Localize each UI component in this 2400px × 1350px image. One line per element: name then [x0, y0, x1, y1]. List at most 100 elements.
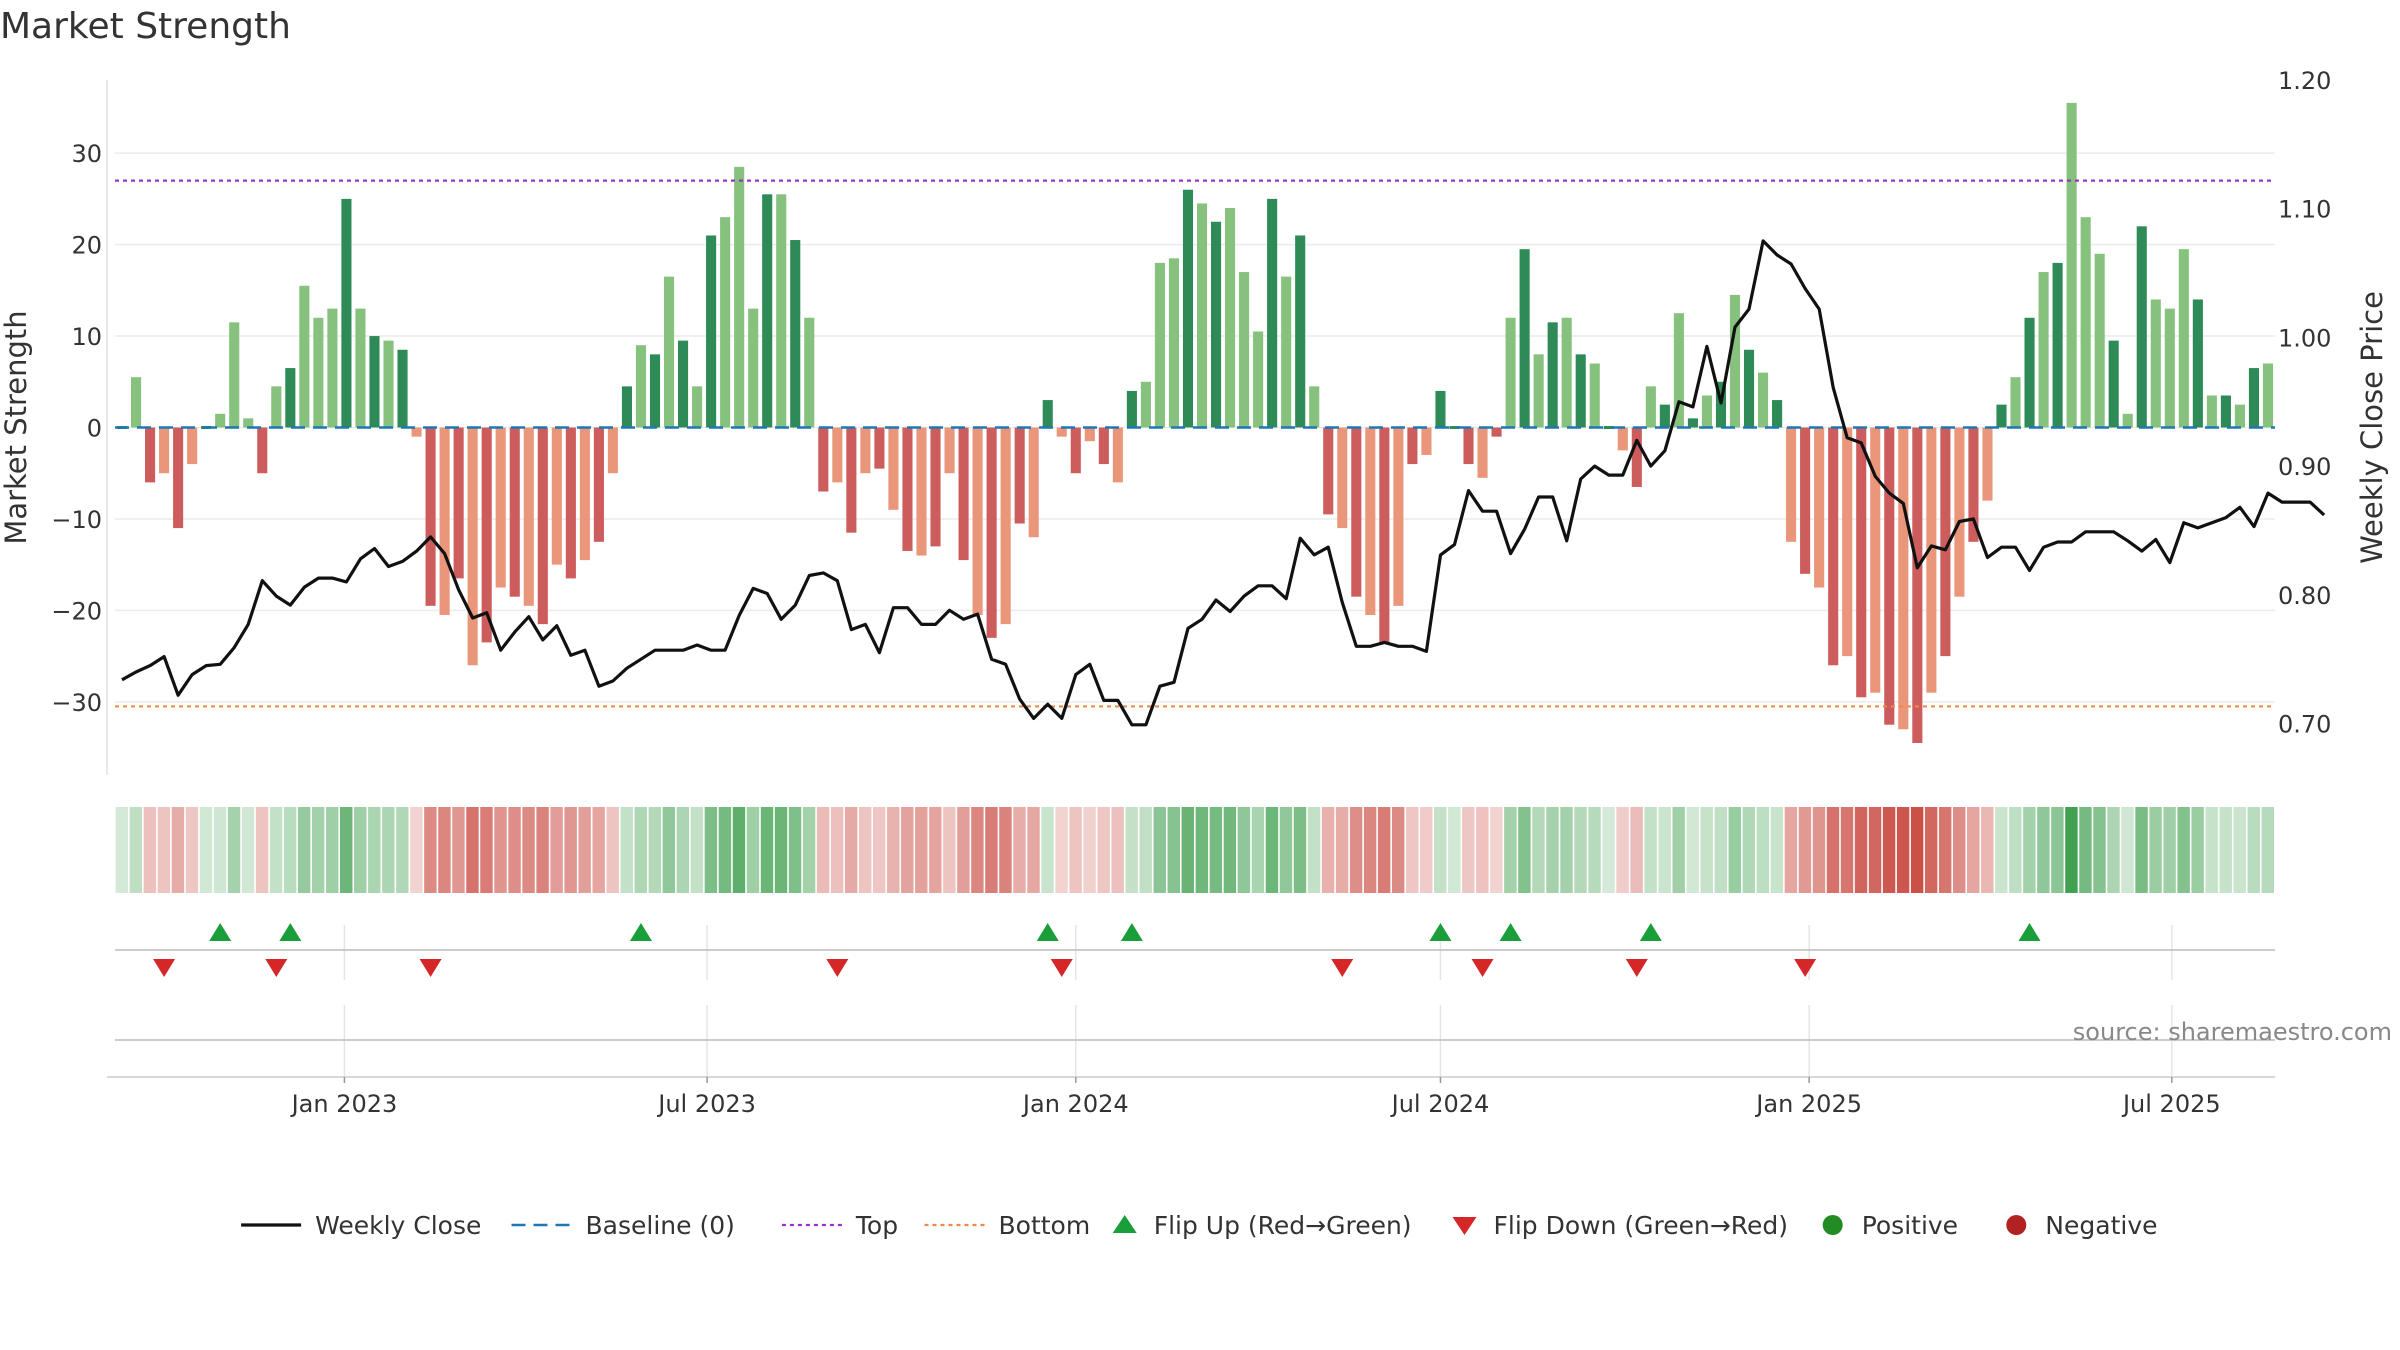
strength-bar — [2122, 413, 2133, 428]
strength-bar — [1603, 426, 1614, 429]
heat-cell — [915, 807, 928, 893]
heat-cell — [1195, 807, 1209, 893]
strength-bar — [1954, 427, 1965, 597]
strength-bar — [1140, 381, 1151, 428]
strength-bar — [1225, 208, 1236, 428]
flip-up-marker — [2018, 923, 2041, 941]
strength-bar — [593, 427, 604, 542]
strength-bar — [1098, 427, 1109, 465]
heat-cell — [1686, 807, 1699, 893]
heat-cell — [1321, 807, 1335, 893]
flip-down-marker — [265, 959, 288, 977]
strength-bar — [1814, 427, 1825, 588]
strength-bar — [734, 166, 745, 428]
strength-bar — [1309, 386, 1320, 428]
heat-cell — [283, 807, 297, 893]
strength-bar — [1463, 427, 1474, 465]
legend-item-weekly-close: Weekly Close — [241, 1211, 481, 1240]
heat-cell — [1069, 807, 1082, 893]
heat-cell — [241, 807, 255, 893]
heat-cell — [536, 807, 549, 893]
strength-bar — [397, 349, 408, 428]
strength-bar — [1253, 331, 1264, 428]
heat-cell — [1363, 807, 1377, 893]
strength-bar — [818, 427, 829, 492]
heat-cell — [943, 807, 956, 893]
heat-cell — [1756, 807, 1770, 893]
strength-bar — [215, 413, 226, 428]
strength-bar — [1870, 427, 1881, 693]
strength-bar — [1491, 427, 1502, 437]
strength-bar — [327, 308, 338, 428]
strength-bar — [1182, 189, 1194, 428]
strength-bar — [2262, 363, 2274, 428]
heat-cell — [1349, 807, 1363, 893]
heat-cell — [1448, 807, 1461, 893]
heat-cell — [1139, 807, 1152, 893]
heat-cell — [858, 807, 872, 893]
flip-up-marker — [1429, 923, 1452, 941]
y-tick-left-label: 10 — [71, 323, 102, 351]
strength-bars — [116, 102, 2274, 743]
heat-cell — [2233, 807, 2246, 893]
strength-bar — [383, 340, 394, 428]
heat-cell — [578, 807, 591, 893]
strength-bar — [495, 427, 506, 588]
heat-cell — [1630, 807, 1643, 893]
y-axis-left-ticks: 30 20 10 0 −10 −20 −30 — [51, 140, 102, 717]
heat-cell — [971, 807, 984, 893]
heat-cell — [1153, 807, 1166, 893]
legend-label: Bottom — [999, 1211, 1091, 1240]
strength-bar — [1758, 372, 1769, 428]
x-axis-ticks: Jan 2023 Jul 2023 Jan 2024 Jul 2024 Jan 2025… — [290, 1077, 2221, 1118]
strength-bar — [1856, 427, 1867, 698]
heat-cell — [2247, 807, 2260, 893]
flip-down-marker — [1331, 959, 1354, 977]
flip-up-marker — [1120, 923, 1143, 941]
strength-bar — [1210, 221, 1222, 428]
y-tick-right-label: 0.80 — [2278, 582, 2331, 610]
heat-cell — [929, 807, 942, 893]
strength-bar — [523, 427, 534, 606]
heat-cell — [325, 807, 339, 893]
strength-bar — [958, 427, 969, 561]
strength-bar — [1239, 272, 1250, 428]
y-tick-left-label: −20 — [51, 597, 102, 625]
heat-cell — [1097, 807, 1110, 893]
strength-bar — [2024, 317, 2035, 428]
legend-label: Positive — [1862, 1211, 1958, 1240]
heat-cell — [718, 807, 732, 893]
strength-bar — [1631, 427, 1642, 487]
strength-bar — [439, 427, 450, 615]
heat-cell — [1490, 807, 1503, 893]
heat-cell — [1335, 807, 1349, 893]
strength-bar — [2052, 262, 2063, 428]
heat-cell — [452, 807, 465, 893]
legend-item-bottom: Bottom — [924, 1211, 1091, 1240]
heat-cell — [129, 807, 143, 893]
heat-cell — [1434, 807, 1447, 893]
heat-cell — [1981, 807, 1994, 893]
flip-down-marker — [826, 959, 849, 977]
strength-bar — [257, 427, 268, 474]
heat-cell — [2079, 807, 2092, 893]
y-tick-left-label: −30 — [51, 689, 102, 717]
heat-cell — [1251, 807, 1265, 893]
strength-bar — [229, 322, 240, 428]
legend-swatch — [2006, 1215, 2027, 1235]
legend-label: Negative — [2045, 1211, 2157, 1240]
strength-bar — [2192, 299, 2203, 428]
y-tick-right-label: 0.90 — [2278, 453, 2331, 481]
heat-cell — [1896, 807, 1910, 893]
strength-bar — [285, 368, 296, 428]
strength-bar — [1575, 354, 1586, 428]
y-tick-right-label: 1.10 — [2278, 196, 2331, 224]
strength-bar — [1828, 427, 1839, 666]
strength-bar — [1673, 313, 1684, 428]
strength-bar — [635, 345, 647, 428]
strength-bar — [1982, 427, 1993, 501]
heat-cell — [606, 807, 619, 893]
heat-cell — [171, 807, 185, 893]
heat-cell — [1910, 807, 1924, 893]
heat-cell — [704, 807, 718, 893]
